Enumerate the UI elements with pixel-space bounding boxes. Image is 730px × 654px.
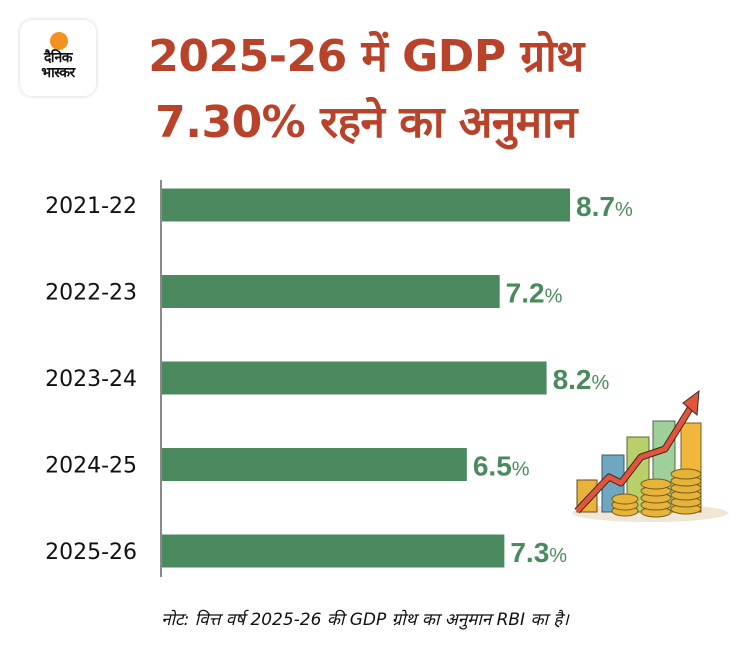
value-number: 7.3	[510, 537, 549, 568]
value-labels-group: 8.7%7.2%8.2%6.5%7.3%	[473, 191, 633, 568]
category-label: 2025-26	[45, 540, 137, 565]
value-number: 7.2	[506, 278, 545, 309]
bar-2024-25	[162, 448, 467, 481]
value-label: 8.2%	[553, 364, 610, 395]
sun-icon	[50, 32, 68, 50]
title-line-2: 7.30% रहने का अनुमान	[155, 97, 577, 148]
bar-2021-22	[162, 188, 571, 222]
bar-2025-26	[162, 534, 505, 568]
category-label: 2023-24	[45, 367, 137, 392]
category-label: 2021-22	[45, 194, 137, 219]
value-suffix: %	[592, 372, 610, 394]
category-labels-group: 2021-22 2022-23 2023-24 2024-25 2025-26	[45, 194, 137, 565]
value-suffix: %	[545, 286, 563, 308]
value-label: 6.5%	[473, 451, 530, 482]
value-number: 8.7	[576, 191, 615, 222]
category-label: 2024-25	[45, 454, 137, 479]
value-label: 7.3%	[510, 537, 567, 568]
logo-line-2: भास्कर	[41, 65, 75, 81]
value-number: 6.5	[473, 451, 512, 482]
growth-chart-coins-icon	[572, 389, 728, 522]
value-label: 8.7%	[576, 191, 633, 222]
bar-2022-23	[162, 275, 500, 308]
footnote: नोट: वित्त वर्ष 2025-26 की GDP ग्रोथ का …	[161, 610, 569, 630]
value-number: 8.2	[553, 364, 592, 395]
logo-text: दैनिक भास्कर	[20, 51, 96, 81]
value-suffix: %	[549, 545, 567, 567]
value-suffix: %	[512, 459, 530, 481]
page-title: 2025-26 में GDP ग्रोथ 7.30% रहने का अनुम…	[96, 24, 636, 156]
title-line-1: 2025-26 में GDP ग्रोथ	[148, 31, 584, 82]
dainik-bhaskar-logo: दैनिक भास्कर	[20, 20, 96, 96]
value-label: 7.2%	[506, 278, 563, 309]
category-label: 2022-23	[45, 281, 137, 306]
logo-line-1: दैनिक	[43, 50, 73, 66]
bar-2023-24	[162, 361, 547, 395]
bars-group	[162, 188, 571, 568]
value-suffix: %	[615, 199, 633, 221]
